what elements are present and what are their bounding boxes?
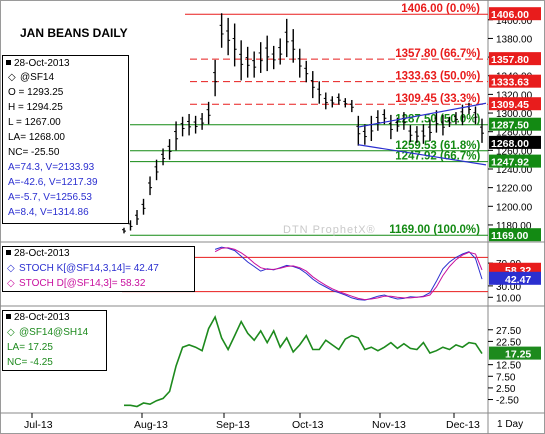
price-axis-tick-label: 1280.00: [496, 128, 533, 139]
price-legend-symbol-icon: ◇: [8, 72, 16, 83]
price-legend: 28-Oct-2013 ◇ @SF14 O = 1293.25 H = 1294…: [2, 55, 129, 224]
level-axis-tag: [489, 228, 541, 242]
level-axis-tag: [489, 74, 541, 88]
spread-legend: 28-Oct-2013 ◇ @SF14@SH14 LA= 17.25 NC= -…: [2, 310, 107, 371]
level-axis-tag: [489, 154, 541, 168]
level-axis-tag-label: 1333.63: [491, 77, 529, 89]
time-axis-tick-label: Jul-13: [24, 419, 53, 431]
level-axis-tag-label: 1247.92: [491, 157, 529, 169]
spread-last-tag-label: 17.25: [505, 349, 531, 361]
spread-series-line: [124, 314, 483, 408]
spread-legend-symbol: @SF14@SH14: [19, 327, 89, 338]
spread-last-tag: [489, 346, 541, 360]
spread-legend-marker: [6, 314, 11, 319]
fibonacci-levels: 1406.00 (0.0%) 1357.80 (66.7%) 1333.63 (50…: [130, 3, 488, 236]
trendlines: [358, 102, 487, 166]
price-axis-tick-label: 1400.00: [496, 16, 533, 27]
stoch-k-tag-label: 42.47: [505, 274, 531, 286]
last-price-tag: [489, 135, 541, 149]
time-axis-tick-label: Aug-13: [134, 419, 168, 431]
spread-legend-netchange: NC= -4.25: [7, 357, 53, 368]
spread-axis-tick-label: 2.50: [496, 384, 516, 395]
level-label: 1357.80 (66.7%): [395, 48, 480, 60]
spread-legend-date: 28-Oct-2013: [14, 312, 70, 323]
level-axis-tag-label: 1357.80: [491, 54, 529, 66]
price-axis-tick-label: 1180.00: [496, 221, 532, 232]
level-axis-tag: [489, 117, 541, 131]
price-legend-marker: [6, 60, 11, 65]
price-axis-tick-label: 1220.00: [496, 184, 533, 195]
price-legend-date: 28-Oct-2013: [14, 58, 70, 69]
price-legend-trend-3: A=-5.7, V=1256.53: [8, 192, 92, 203]
level-axis-tag-label: 1169.00: [491, 230, 529, 242]
price-legend-trend-4: A=8.4, V=1314.86: [8, 207, 89, 218]
level-label: 1169.00 (100.0%): [389, 224, 480, 236]
price-axis-tick-label: 1300.00: [496, 109, 533, 120]
spread-line: [124, 314, 483, 408]
time-axis-tick-label: Nov-13: [372, 419, 406, 431]
spread-legend-box: [2, 310, 107, 371]
stoch-k-icon: ◇: [7, 263, 15, 274]
stoch-axis-tick-label: 10.00: [496, 293, 521, 304]
level-label: 1309.45 (33.3%): [395, 93, 480, 105]
stoch-d-icon: ◇: [7, 278, 15, 289]
level-label: 1333.63 (50.0%): [395, 71, 480, 83]
stoch-legend-marker: [6, 250, 11, 255]
trendline: [358, 144, 487, 166]
spread-axis-tick-label: 12.50: [496, 361, 521, 372]
time-axis-corner-label: 1 Day: [497, 419, 523, 430]
price-axis-tick-label: 1380.00: [496, 34, 533, 45]
stoch-k-tag: [489, 271, 541, 285]
stoch-legend-box: [2, 246, 195, 292]
time-axis: Jul-13 Aug-13 Sep-13 Oct-13 Nov-13 Dec-13: [24, 413, 480, 431]
level-axis-tag: [489, 7, 541, 21]
stoch-d-label: STOCH D[@SF14,3]= 58.32: [19, 278, 146, 289]
price-legend-last: LA= 1268.00: [8, 132, 65, 143]
stoch-axis-tick-label: 30.00: [496, 282, 521, 293]
price-legend-netchange: NC= -25.50: [8, 147, 60, 158]
last-price-tag-label: 1268.00: [491, 138, 529, 150]
stoch-legend: 28-Oct-2013 ◇ STOCH K[@SF14,3,14]= 42.47…: [2, 246, 195, 292]
spread-legend-last: LA= 17.25: [7, 342, 53, 353]
time-axis-tick-label: Oct-13: [292, 419, 324, 431]
stoch-lines: [214, 246, 483, 301]
stoch-series-line: [214, 246, 483, 301]
level-axis-tag-label: 1309.45: [491, 99, 529, 111]
watermark: DTN ProphetX®: [283, 224, 376, 236]
time-axis-tick-label: Dec-13: [446, 419, 480, 431]
stoch-k-label: STOCH K[@SF14,3,14]= 42.47: [19, 263, 159, 274]
trendline: [358, 102, 487, 128]
level-axis-tag: [489, 97, 541, 111]
chart-title: JAN BEANS DAILY: [20, 26, 128, 40]
spread-axis-tick-label: 27.50: [496, 326, 521, 337]
price-legend-low: L = 1267.00: [8, 117, 61, 128]
price-legend-trend-1: A=74.3, V=2133.93: [8, 162, 95, 173]
stoch-legend-date: 28-Oct-2013: [14, 248, 70, 259]
price-axis-tick-label: 1240.00: [496, 165, 533, 176]
price-legend-box: [2, 55, 129, 224]
level-label: 1406.00 (0.0%): [401, 3, 480, 15]
spread-axis-tick-label: -2.50: [496, 396, 519, 407]
spread-legend-icon: ◇: [7, 327, 15, 338]
price-legend-trend-2: A=-42.6, V=1217.39: [8, 177, 98, 188]
price-legend-open: O = 1293.25: [8, 87, 64, 98]
price-legend-symbol: @SF14: [20, 72, 54, 83]
price-axis-tick-label: 1260.00: [496, 146, 533, 157]
level-axis-tag-label: 1287.50: [491, 120, 529, 132]
level-axis-tag-label: 1406.00: [491, 9, 529, 21]
price-legend-high: H = 1294.25: [8, 102, 63, 113]
level-axis-tag: [489, 52, 541, 66]
stoch-series-line: [214, 247, 483, 301]
price-axis-tick-label: 1320.00: [496, 90, 533, 101]
price-axis-tick-label: 1200.00: [496, 202, 533, 213]
time-axis-tick-label: Sep-13: [216, 419, 250, 431]
price-bars: [122, 13, 484, 234]
spread-axis-tick-label: 7.50: [496, 372, 516, 383]
price-axis: 1400.001380.001360.001340.001320.001300.…: [488, 7, 541, 242]
spread-axis-tick-label: 22.50: [496, 337, 521, 348]
